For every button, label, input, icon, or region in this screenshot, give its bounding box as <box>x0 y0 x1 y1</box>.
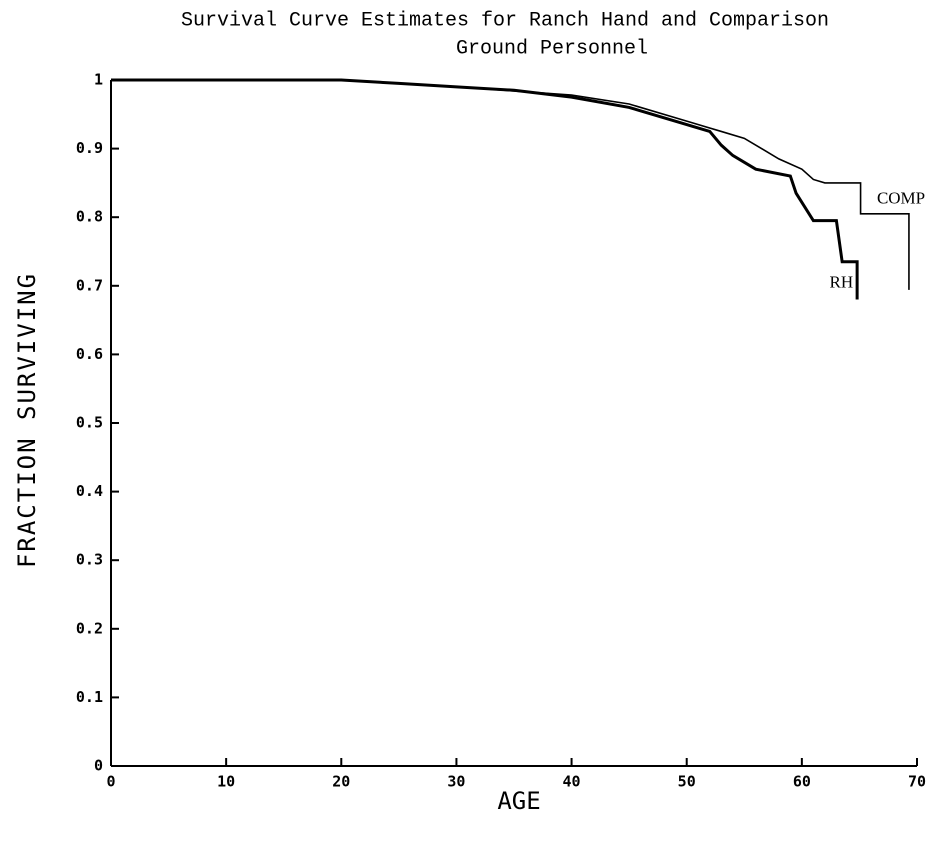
x-tick-label: 0 <box>106 773 115 791</box>
x-tick-label: 40 <box>563 773 581 791</box>
series-label: COMP <box>877 189 925 208</box>
y-tick-label: 0.2 <box>76 619 103 637</box>
x-tick-label: 20 <box>332 773 350 791</box>
y-tick-label: 0.4 <box>76 482 103 500</box>
chart-title: Ground Personnel <box>456 37 648 60</box>
survival-line <box>111 78 859 300</box>
y-tick-label: 0.3 <box>76 551 103 569</box>
series-label: RH <box>830 272 854 291</box>
x-tick-label: 30 <box>447 773 465 791</box>
x-tick-label: 70 <box>908 773 926 791</box>
y-tick-label: 1 <box>94 71 103 89</box>
chart-title: Survival Curve Estimates for Ranch Hand … <box>181 9 829 32</box>
y-tick-label: 0 <box>94 757 103 775</box>
x-axis-label: AGE <box>497 787 540 815</box>
x-tick-label: 50 <box>678 773 696 791</box>
y-tick-label: 0.5 <box>76 414 103 432</box>
survival-line <box>111 79 910 290</box>
y-tick-label: 0.9 <box>76 139 103 157</box>
y-tick-label: 0.1 <box>76 688 103 706</box>
y-axis-label: FRACTION SURVIVING <box>13 272 41 568</box>
x-tick-label: 60 <box>793 773 811 791</box>
y-tick-label: 0.6 <box>76 345 103 363</box>
y-tick-label: 0.7 <box>76 276 103 294</box>
x-tick-label: 10 <box>217 773 235 791</box>
y-tick-label: 0.8 <box>76 208 103 226</box>
